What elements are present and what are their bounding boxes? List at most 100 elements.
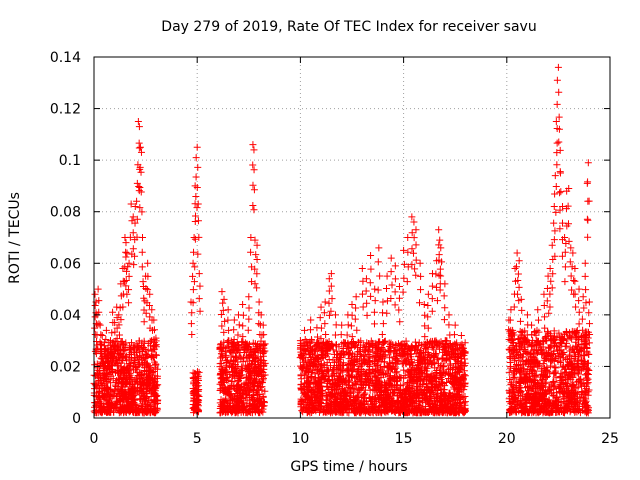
- data-point-cluster: [254, 379, 262, 387]
- data-point-cluster: [259, 393, 267, 401]
- data-point: [249, 181, 257, 189]
- data-point: [113, 303, 121, 311]
- data-point: [412, 226, 420, 234]
- data-point-cluster: [148, 408, 156, 416]
- data-point-cluster: [123, 401, 131, 409]
- data-point-cluster: [134, 409, 142, 417]
- data-point: [391, 275, 399, 283]
- data-point-cluster: [261, 371, 269, 379]
- data-point-cluster: [147, 393, 155, 401]
- data-point-cluster: [261, 387, 269, 395]
- data-point: [348, 301, 356, 309]
- data-point: [358, 290, 366, 298]
- data-point: [403, 278, 411, 286]
- data-point: [322, 330, 330, 338]
- data-point-cluster: [137, 352, 145, 360]
- data-point: [140, 318, 148, 326]
- data-point: [328, 295, 336, 303]
- data-point: [515, 257, 523, 265]
- data-point: [371, 285, 379, 293]
- data-point-cluster: [248, 394, 256, 402]
- data-point: [192, 193, 200, 201]
- data-point-cluster: [237, 394, 245, 402]
- data-point-cluster: [246, 369, 254, 377]
- data-point: [515, 283, 523, 291]
- data-point: [352, 304, 360, 312]
- data-point-cluster: [133, 375, 141, 383]
- data-point: [383, 309, 391, 317]
- data-point: [234, 331, 242, 339]
- data-point-cluster: [219, 371, 227, 379]
- data-point-cluster: [240, 380, 248, 388]
- data-point: [347, 322, 355, 330]
- data-point-cluster: [118, 405, 126, 413]
- data-point-cluster: [238, 365, 246, 373]
- data-point: [325, 299, 333, 307]
- data-point: [387, 268, 395, 276]
- data-point-cluster: [132, 340, 140, 348]
- data-point: [374, 286, 382, 294]
- data-point-cluster: [585, 350, 593, 358]
- data-point-cluster: [223, 367, 231, 375]
- data-point: [516, 317, 524, 325]
- data-point-cluster: [119, 398, 127, 406]
- data-point-cluster: [124, 396, 132, 404]
- data-point-cluster: [108, 357, 116, 365]
- data-point-cluster: [254, 369, 262, 377]
- data-point: [353, 326, 361, 334]
- data-point-cluster: [91, 399, 99, 407]
- data-point: [150, 316, 158, 324]
- data-point: [421, 311, 429, 319]
- data-point-cluster: [113, 360, 121, 368]
- data-point: [395, 294, 403, 302]
- data-point: [123, 249, 131, 257]
- data-point-cluster: [229, 396, 237, 404]
- data-point: [408, 245, 416, 253]
- data-point-cluster: [123, 365, 131, 373]
- data-point-cluster: [251, 407, 259, 415]
- data-point: [523, 311, 531, 319]
- data-point-cluster: [121, 378, 129, 386]
- data-point: [387, 254, 395, 262]
- data-point: [139, 234, 147, 241]
- data-point: [371, 297, 379, 305]
- data-point: [250, 166, 258, 174]
- data-point-cluster: [154, 396, 162, 404]
- data-point: [250, 206, 258, 214]
- data-point-cluster: [135, 337, 143, 345]
- data-point: [317, 303, 325, 311]
- data-point: [417, 286, 425, 294]
- data-point-cluster: [140, 385, 148, 393]
- data-point-cluster: [144, 400, 152, 408]
- data-point: [189, 286, 197, 294]
- data-point: [417, 272, 425, 280]
- data-point: [219, 306, 227, 314]
- data-point: [192, 173, 200, 181]
- data-point: [245, 315, 253, 323]
- data-point-cluster: [125, 406, 133, 414]
- data-point: [224, 306, 232, 314]
- data-point: [253, 284, 261, 292]
- data-point-cluster: [101, 393, 109, 401]
- data-point: [440, 316, 448, 324]
- data-point: [129, 245, 137, 253]
- data-point: [375, 244, 383, 252]
- data-point: [358, 264, 366, 272]
- data-points: [90, 63, 594, 417]
- data-point-cluster: [114, 369, 122, 377]
- data-point: [436, 265, 444, 273]
- data-point: [253, 255, 261, 263]
- data-point: [404, 234, 412, 241]
- data-point: [395, 306, 403, 314]
- data-point-cluster: [195, 368, 203, 376]
- data-point: [219, 299, 227, 307]
- data-point-cluster: [259, 405, 267, 413]
- data-point-cluster: [251, 364, 259, 372]
- data-point-cluster: [249, 339, 257, 347]
- data-point: [190, 248, 198, 256]
- data-point-cluster: [103, 376, 111, 384]
- data-point: [435, 226, 443, 234]
- data-point-cluster: [237, 374, 245, 382]
- data-point-cluster: [216, 405, 224, 413]
- data-point-cluster: [222, 405, 230, 413]
